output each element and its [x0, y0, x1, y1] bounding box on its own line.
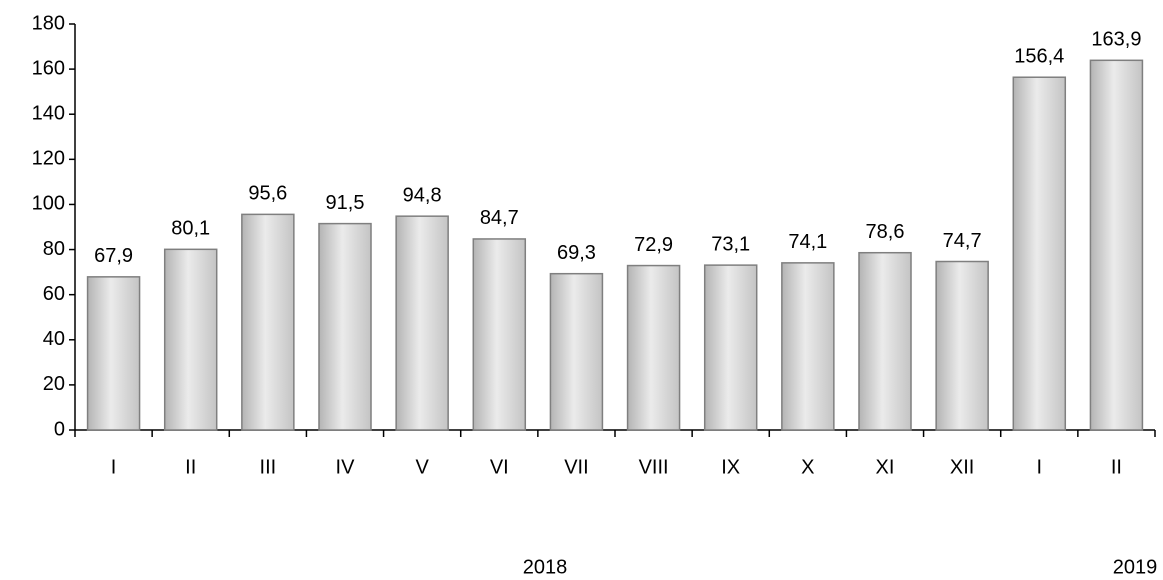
x-group-label: 2018 — [523, 556, 568, 578]
x-tick-label: I — [111, 456, 117, 478]
value-label: 94,8 — [403, 184, 442, 206]
x-tick-label: II — [185, 456, 196, 478]
value-label: 67,9 — [94, 245, 133, 267]
bar — [395, 215, 449, 431]
bar — [1089, 59, 1144, 431]
x-tick-label: IV — [336, 456, 356, 478]
y-tick-label: 0 — [54, 418, 65, 440]
value-label: 163,9 — [1091, 29, 1141, 51]
value-label: 80,1 — [171, 218, 210, 240]
value-label: 74,7 — [943, 230, 982, 252]
y-tick-label: 80 — [43, 238, 65, 260]
x-tick-label: X — [801, 456, 814, 478]
value-label: 84,7 — [480, 207, 519, 229]
x-tick-label: XII — [950, 456, 974, 478]
value-label: 72,9 — [634, 234, 673, 256]
y-tick-label: 100 — [32, 193, 65, 215]
bar — [781, 262, 835, 431]
x-tick-label: IX — [721, 456, 740, 478]
value-label: 95,6 — [248, 183, 287, 205]
value-label: 73,1 — [711, 233, 750, 255]
value-label: 91,5 — [326, 192, 365, 214]
bar — [1012, 76, 1067, 431]
bar — [163, 248, 218, 431]
bar — [472, 238, 527, 431]
bar — [549, 272, 604, 431]
y-tick-label: 180 — [32, 12, 65, 34]
x-tick-label: VIII — [639, 456, 669, 478]
x-tick-label: VI — [490, 456, 509, 478]
bar — [86, 276, 141, 431]
x-tick-label: III — [260, 456, 277, 478]
x-group-label: 2019 — [1113, 556, 1158, 578]
y-tick-label: 40 — [43, 328, 65, 350]
value-label: 74,1 — [788, 231, 827, 253]
x-tick-label: VII — [564, 456, 588, 478]
value-label: 156,4 — [1014, 46, 1064, 68]
bar — [626, 264, 681, 431]
y-tick-label: 160 — [32, 57, 65, 79]
y-tick-label: 140 — [32, 103, 65, 125]
bar — [935, 260, 989, 431]
x-tick-label: I — [1037, 456, 1043, 478]
bar — [241, 213, 295, 431]
x-tick-label: II — [1111, 456, 1122, 478]
value-label: 69,3 — [557, 242, 596, 264]
bar — [318, 222, 372, 431]
y-tick-label: 60 — [43, 283, 65, 305]
value-label: 78,6 — [866, 221, 905, 243]
x-tick-label: XI — [876, 456, 895, 478]
x-tick-label: V — [415, 456, 429, 478]
bar — [703, 264, 758, 431]
bar — [858, 251, 912, 431]
y-tick-label: 120 — [32, 148, 65, 170]
y-tick-label: 20 — [43, 373, 65, 395]
